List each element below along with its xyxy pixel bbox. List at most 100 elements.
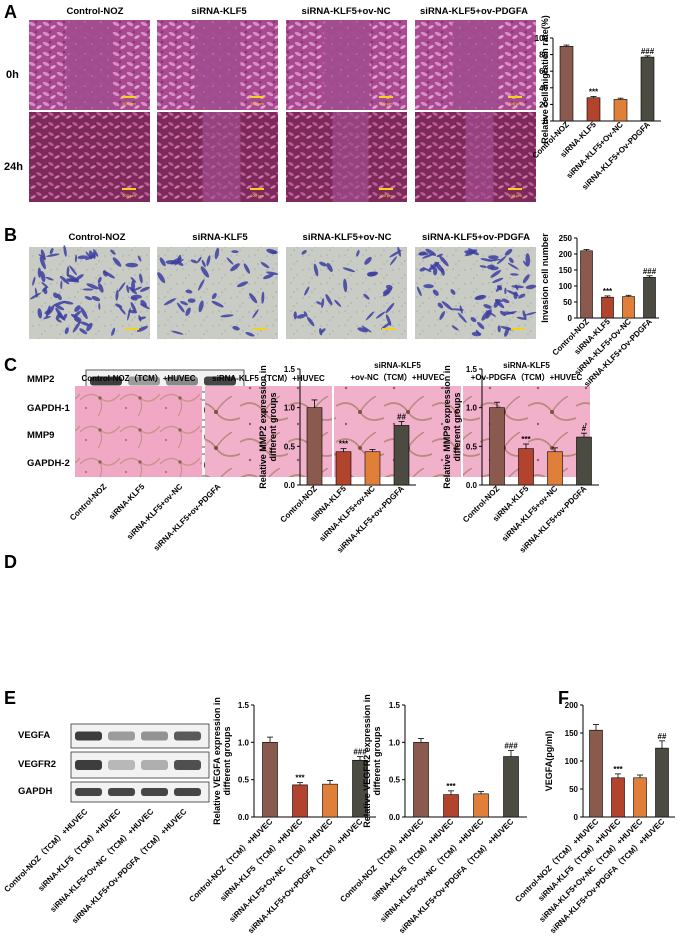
y-tick-label: 50 — [563, 298, 572, 307]
scale-bar — [253, 328, 267, 330]
blot-band — [108, 760, 135, 770]
stained-cell — [361, 325, 372, 333]
blot-label-mmp9: MMP9 — [27, 430, 54, 441]
stained-cell — [325, 293, 333, 306]
stained-cell — [37, 308, 43, 319]
x-tick-label: siRNA-KLF5+ov-NC — [318, 484, 377, 543]
stained-cell — [53, 292, 59, 299]
stained-cell — [190, 259, 198, 264]
panel-label-a: A — [4, 2, 17, 22]
stained-cell — [69, 265, 77, 276]
scale-bar — [122, 188, 136, 190]
blot-label-mmp2: MMP2 — [27, 374, 54, 385]
bar — [547, 451, 563, 486]
scale-bar-label: 100 μm — [508, 193, 522, 198]
stained-cell — [249, 293, 258, 304]
blot-label-vegfr2: VEGFR2 — [18, 759, 56, 770]
tube-column-header: siRNA-KLF5 — [374, 361, 421, 370]
scale-bar-label: 100 μm — [122, 101, 136, 106]
scale-bar — [250, 188, 264, 190]
y-axis-label: different groups — [268, 393, 278, 462]
stained-cell — [112, 257, 122, 267]
stained-cell — [38, 254, 46, 260]
stained-cell — [139, 286, 150, 292]
stained-cell — [451, 325, 459, 331]
y-tick-label: 100 — [535, 34, 549, 43]
wound-image: 100 μm — [286, 112, 407, 202]
stained-cell — [41, 282, 49, 289]
stained-cell — [356, 249, 360, 257]
stained-cell — [416, 286, 422, 297]
stained-cell — [86, 322, 93, 332]
scale-bar — [379, 96, 393, 98]
stained-cell — [436, 253, 444, 258]
stained-cell — [157, 272, 166, 283]
stained-cell — [45, 276, 54, 281]
stained-cell — [138, 316, 147, 320]
stained-cell — [525, 311, 537, 316]
stained-cell — [74, 254, 78, 263]
stained-cell — [382, 287, 393, 295]
stained-cell — [500, 326, 513, 331]
panel-b-micrographs: Control-NOZ siRNA-KLF5 siRNA-KLF5+ov-NC … — [29, 232, 537, 339]
y-tick-label: 1.0 — [466, 404, 478, 413]
stained-cell — [319, 261, 327, 267]
stained-cell — [110, 249, 116, 255]
stained-cell — [441, 300, 453, 311]
tube-image — [75, 386, 202, 477]
stained-cell — [74, 305, 81, 312]
wound-image: 100 μm — [157, 20, 278, 110]
significance-marker: ### — [353, 748, 367, 757]
y-axis-label: VEGFA(pg/ml) — [544, 731, 554, 792]
stained-cell — [261, 291, 265, 304]
significance-marker: *** — [339, 440, 349, 449]
invasion-image — [415, 247, 537, 339]
wound-gap — [332, 112, 369, 202]
bar — [633, 777, 647, 818]
stained-cell — [343, 278, 348, 293]
significance-marker: *** — [446, 782, 456, 791]
blot-label-gapdh2: GAPDH-2 — [27, 458, 70, 469]
stained-cell — [93, 249, 99, 257]
bar — [643, 277, 656, 319]
tube-column-header: +Ov-PDGFA（TCM）+HUVEC — [471, 372, 583, 382]
stained-cell — [130, 302, 137, 313]
stained-cell — [84, 296, 93, 301]
scale-bar — [382, 328, 396, 330]
blot-band — [174, 731, 201, 741]
stained-cell — [301, 249, 307, 255]
stained-cell — [52, 300, 66, 307]
bar — [306, 407, 323, 486]
stained-cell — [66, 266, 70, 277]
bar — [393, 425, 410, 486]
stained-cell — [504, 248, 513, 256]
cell-layer — [29, 112, 150, 202]
stained-cell — [439, 311, 446, 320]
stained-cell — [293, 311, 297, 320]
stained-cell — [504, 287, 507, 295]
bar — [559, 45, 574, 122]
stained-cell — [46, 253, 60, 257]
stained-cell — [501, 298, 510, 304]
stained-cell — [29, 292, 41, 300]
stained-cell — [133, 286, 142, 291]
stained-cell — [518, 293, 526, 299]
stained-cell — [326, 262, 333, 272]
panel-label-f: F — [558, 688, 569, 708]
blot-band — [174, 760, 201, 770]
stained-cell — [159, 257, 166, 267]
stained-cell — [131, 280, 136, 292]
blot-strip — [70, 781, 210, 803]
wound-gap — [452, 20, 499, 110]
stained-cell — [245, 331, 255, 337]
col-header-control: Control-NOZ — [69, 232, 126, 243]
stained-cell — [485, 309, 492, 319]
wound-image: 100 μm — [157, 112, 278, 202]
stained-cell — [525, 253, 531, 267]
y-tick-label: 1.5 — [238, 701, 250, 710]
stained-cell — [200, 266, 210, 278]
stained-cell — [513, 291, 518, 300]
scale-bar-label: 100 μm — [250, 101, 264, 106]
